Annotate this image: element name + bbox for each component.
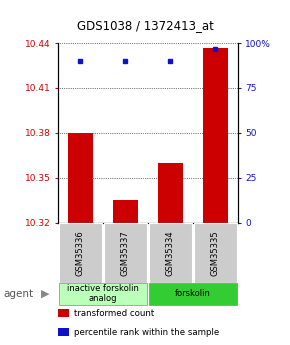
Text: inactive forskolin
analog: inactive forskolin analog bbox=[67, 284, 139, 304]
Text: percentile rank within the sample: percentile rank within the sample bbox=[74, 328, 220, 337]
Text: GSM35336: GSM35336 bbox=[76, 230, 85, 276]
Text: ▶: ▶ bbox=[41, 289, 49, 299]
Text: GSM35335: GSM35335 bbox=[211, 230, 220, 276]
Text: GDS1038 / 1372413_at: GDS1038 / 1372413_at bbox=[77, 19, 213, 32]
Bar bbox=[158, 163, 183, 223]
Bar bbox=[203, 48, 228, 223]
Bar bbox=[68, 133, 93, 223]
Bar bbox=[113, 200, 138, 223]
Text: forskolin: forskolin bbox=[175, 289, 211, 298]
Text: agent: agent bbox=[3, 289, 33, 299]
Text: GSM35337: GSM35337 bbox=[121, 230, 130, 276]
Text: GSM35334: GSM35334 bbox=[166, 230, 175, 276]
Text: transformed count: transformed count bbox=[74, 309, 155, 318]
